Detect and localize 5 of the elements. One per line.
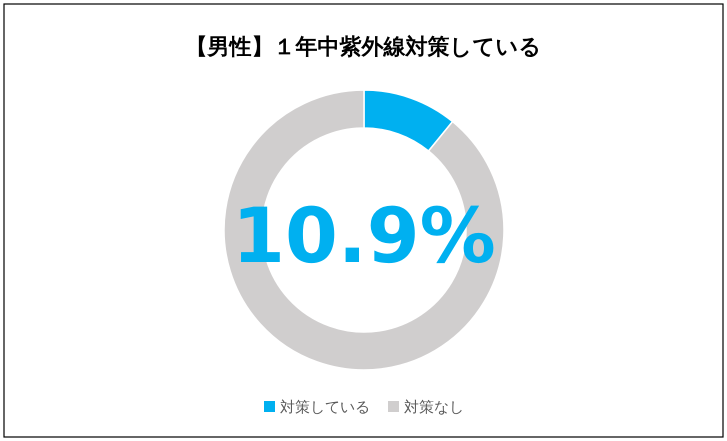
annotation: 10.9% bbox=[232, 191, 496, 280]
legend-label: 対策なし bbox=[404, 398, 464, 416]
legend-label: 対策している bbox=[280, 398, 370, 416]
legend: 対策している 対策なし bbox=[264, 398, 464, 416]
title: 【男性】１年中紫外線対策している bbox=[186, 35, 542, 60]
